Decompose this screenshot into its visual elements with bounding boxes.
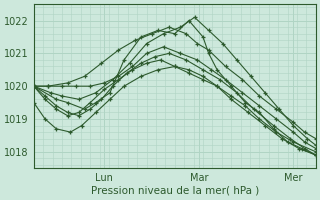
X-axis label: Pression niveau de la mer( hPa ): Pression niveau de la mer( hPa ) xyxy=(91,186,259,196)
